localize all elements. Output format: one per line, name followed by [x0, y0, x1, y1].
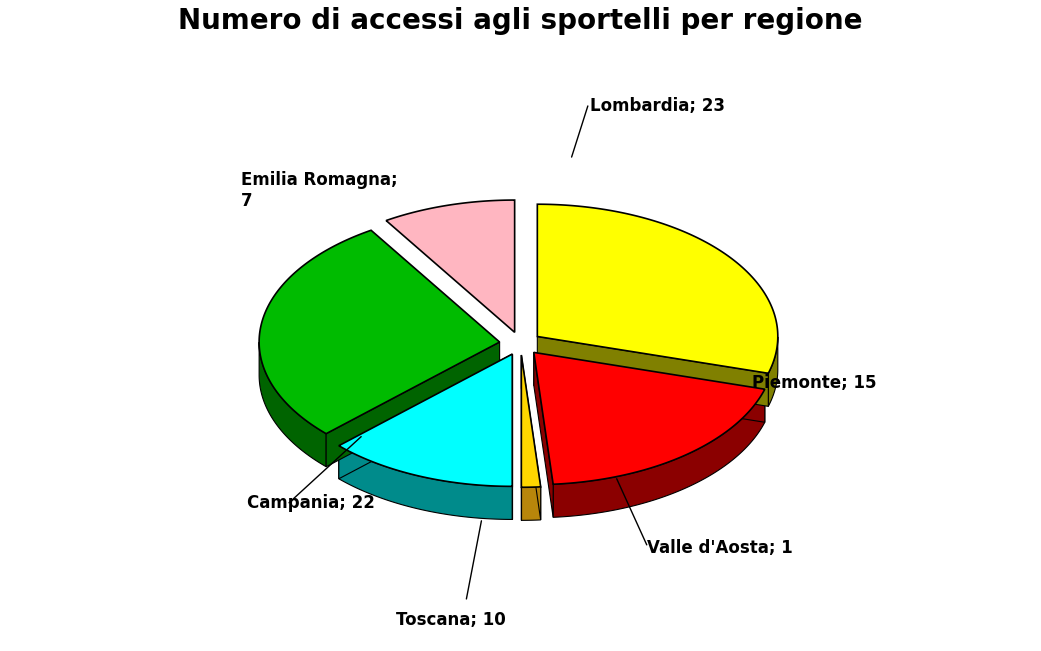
Polygon shape: [768, 337, 778, 406]
Polygon shape: [259, 342, 326, 467]
Polygon shape: [338, 354, 512, 486]
Polygon shape: [522, 487, 540, 520]
Polygon shape: [386, 200, 514, 332]
Polygon shape: [537, 337, 768, 406]
Text: Emilia Romagna;
7: Emilia Romagna; 7: [240, 171, 398, 210]
Text: Campania; 22: Campania; 22: [247, 493, 375, 512]
Text: Lombardia; 23: Lombardia; 23: [589, 97, 725, 115]
Polygon shape: [534, 352, 553, 518]
Polygon shape: [537, 204, 778, 373]
Polygon shape: [259, 230, 500, 434]
Polygon shape: [553, 389, 765, 518]
Polygon shape: [534, 352, 765, 422]
Polygon shape: [338, 446, 512, 519]
Polygon shape: [338, 354, 512, 478]
Polygon shape: [522, 355, 540, 488]
Polygon shape: [326, 342, 500, 467]
Polygon shape: [534, 352, 765, 484]
Text: Toscana; 10: Toscana; 10: [397, 611, 506, 629]
Title: Numero di accessi agli sportelli per regione: Numero di accessi agli sportelli per reg…: [178, 7, 863, 35]
Text: Valle d'Aosta; 1: Valle d'Aosta; 1: [646, 539, 792, 557]
Text: Piemonte; 15: Piemonte; 15: [752, 374, 877, 391]
Polygon shape: [522, 355, 540, 520]
